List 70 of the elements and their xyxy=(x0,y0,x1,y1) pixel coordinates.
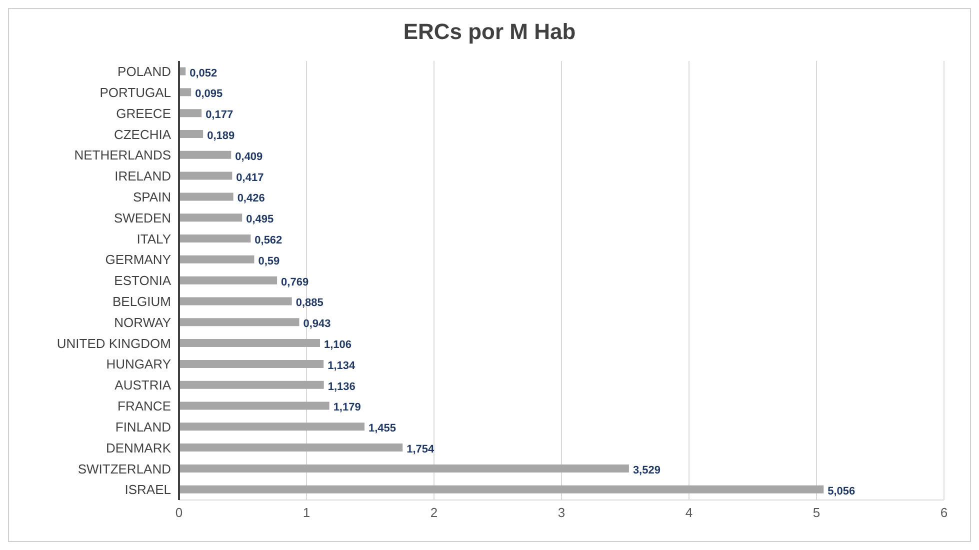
bar xyxy=(179,485,824,494)
data-label: 3,529 xyxy=(632,464,660,476)
y-tick-label: IRELAND xyxy=(114,168,171,184)
y-tick-label: FINLAND xyxy=(115,419,171,434)
x-tick-label: 1 xyxy=(302,505,310,520)
data-label: 1,106 xyxy=(324,339,352,352)
data-label: 0,943 xyxy=(303,318,331,330)
x-tick-label: 2 xyxy=(430,505,438,520)
data-label: 0,562 xyxy=(254,234,282,247)
bar xyxy=(179,150,232,159)
bar xyxy=(179,192,234,201)
y-tick-label: HUNGARY xyxy=(106,356,172,372)
x-tick-label: 6 xyxy=(940,505,948,520)
data-label: 0,59 xyxy=(258,255,280,268)
data-label: 0,495 xyxy=(246,214,274,226)
y-tick-label: CZECHIA xyxy=(114,126,172,142)
bar xyxy=(179,88,192,96)
bar xyxy=(179,214,242,222)
data-label: 1,134 xyxy=(328,360,356,372)
y-tick-label: PORTUGAL xyxy=(100,84,171,100)
bar xyxy=(179,444,403,452)
y-tick-label: AUSTRIA xyxy=(114,378,172,393)
bar xyxy=(179,276,278,284)
data-label: 0,177 xyxy=(206,109,234,122)
data-label: 1,754 xyxy=(406,444,436,456)
y-tick-label: POLAND xyxy=(118,64,171,80)
x-tick-label: 5 xyxy=(812,505,820,520)
data-label: 5,056 xyxy=(828,485,856,498)
y-tick-label: GREECE xyxy=(116,106,172,121)
bar xyxy=(179,360,324,368)
data-label: 0,426 xyxy=(237,192,265,205)
data-label: 0,052 xyxy=(190,67,218,80)
x-tick-label: 4 xyxy=(685,505,693,520)
bar xyxy=(179,234,251,243)
bar xyxy=(179,380,324,389)
y-tick-label: SPAIN xyxy=(132,189,171,204)
data-label: 0,189 xyxy=(207,130,235,142)
x-tick-label: 3 xyxy=(558,505,566,520)
data-label: 0,409 xyxy=(235,150,263,163)
data-label: 0,885 xyxy=(296,297,324,310)
y-tick-label: BELGIUM xyxy=(112,294,171,310)
bar xyxy=(179,339,320,348)
data-label: 1,179 xyxy=(333,402,361,414)
data-label: 1,455 xyxy=(368,422,396,435)
y-tick-label: SWITZERLAND xyxy=(78,461,171,476)
y-tick-label: SWEDEN xyxy=(114,210,171,226)
y-tick-label: NETHERLANDS xyxy=(74,148,172,163)
data-label: 0,769 xyxy=(281,276,309,288)
y-tick-label: ISRAEL xyxy=(124,482,171,498)
y-tick-label: UNITED KINGDOM xyxy=(56,336,171,351)
data-label: 0,095 xyxy=(195,88,223,100)
bar xyxy=(179,297,292,306)
bar xyxy=(179,422,365,431)
bar xyxy=(179,318,300,326)
y-tick-label: DENMARK xyxy=(106,440,172,456)
y-tick-label: GERMANY xyxy=(105,252,172,268)
bar xyxy=(179,130,204,138)
data-label: 1,136 xyxy=(328,380,356,393)
data-label: 0,417 xyxy=(236,172,264,184)
y-tick-label: FRANCE xyxy=(118,398,172,414)
y-tick-label: ESTONIA xyxy=(114,273,172,288)
bar xyxy=(179,402,330,410)
bar xyxy=(179,255,254,264)
y-tick-label: ITALY xyxy=(136,231,172,246)
bar xyxy=(179,464,629,472)
x-tick-label: 0 xyxy=(175,505,183,520)
y-tick-label: NORWAY xyxy=(114,314,172,330)
chart-title: ERCs por M Hab xyxy=(402,18,577,46)
bar xyxy=(179,109,202,118)
bar xyxy=(179,172,232,180)
